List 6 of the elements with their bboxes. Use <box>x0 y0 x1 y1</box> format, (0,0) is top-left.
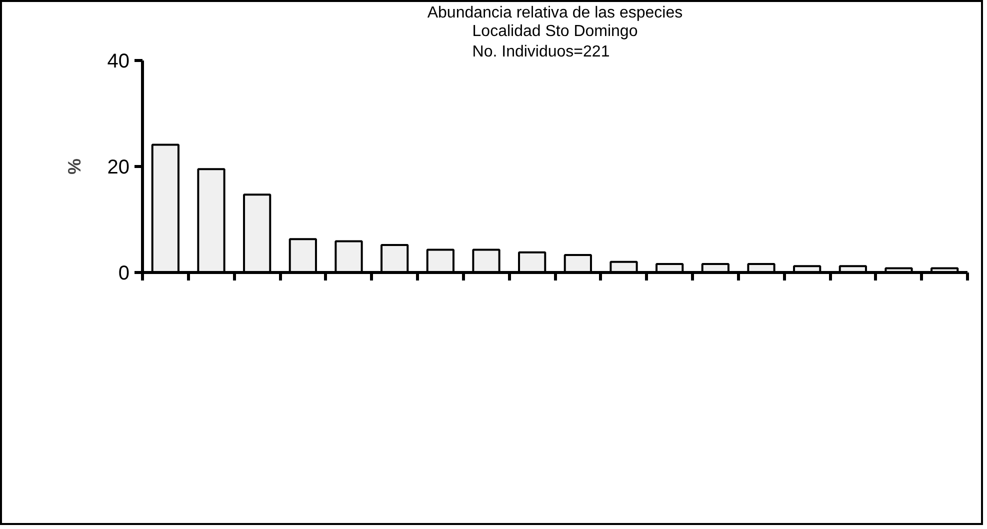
y-tick-label: 20 <box>107 156 130 178</box>
y-tick-label: 0 <box>118 262 130 284</box>
y-axis-title: % <box>64 158 84 174</box>
chart-title: Abundancia relativa de las especies <box>427 4 683 22</box>
chart-subtitle: Localidad Sto Domingo No. Individuos=221 <box>472 23 638 60</box>
y-tick-label: 40 <box>107 50 130 72</box>
